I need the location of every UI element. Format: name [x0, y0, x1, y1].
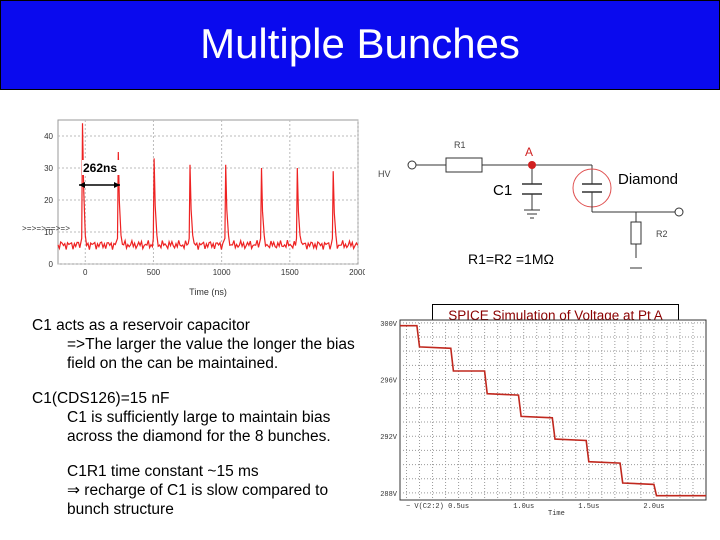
pulse-ticks: 0 500 1000 1500 2000 40 30 20 10 0 [44, 132, 365, 277]
r1-label: R1 [454, 140, 466, 150]
diamond-label: Diamond [618, 171, 678, 188]
text-line-8: ⇒ recharge of C1 is slow compared to [32, 481, 377, 500]
c1-label: C1 [493, 182, 512, 199]
pulse-x-tick-label: 1000 [213, 268, 231, 277]
node-a-dot [528, 161, 536, 169]
text-line-9: bunch structure [67, 501, 174, 518]
r1-resistor [445, 157, 483, 173]
pulse-y-tick-label: 10 [44, 228, 53, 237]
spice-y-tick-label: 292V [380, 434, 398, 442]
resistor-equation: R1=R2 =1MΩ [468, 251, 554, 267]
text-line-5: C1 is sufficiently large to maintain bia… [67, 409, 331, 426]
title-bar [0, 0, 720, 90]
hv-label: HV [378, 169, 391, 179]
pulse-plot-frame [57, 119, 359, 265]
pulse-x-tick-label: 1500 [281, 268, 299, 277]
output-terminal [674, 207, 684, 217]
annotation-bg [82, 160, 122, 175]
left-note: >=>=>==>=> [22, 225, 70, 234]
pulse-plot: 0 500 1000 1500 2000 40 30 20 10 0 262ns >=>=>==>… [22, 119, 365, 297]
spacing-arrow-left-head [79, 182, 85, 188]
pulse-x-axis-title: Time (ns) [189, 287, 227, 297]
text-line-3: field on the can be maintained. [67, 355, 279, 372]
text-line-6: across the diamond for the 8 bunches. [67, 428, 331, 445]
pulse-series-line [57, 123, 359, 251]
spice-x-tick-label: 1.5us [578, 503, 599, 511]
pulse-y-tick-label: 20 [44, 196, 53, 205]
r2-resistor [630, 221, 642, 245]
spice-grid [400, 320, 706, 500]
slide-title: Multiple Bunches [200, 20, 520, 67]
hv-terminal [407, 160, 417, 170]
pulse-x-tick-label: 0 [83, 268, 88, 277]
circuit-diagram: A R1 HV C1 Diamond R2 R1=R2 =1MΩ [378, 140, 684, 269]
spice-x-tick-label: 1.0us [513, 503, 534, 511]
spacing-annotation: 262ns [83, 161, 117, 175]
pulse-y-tick-label: 0 [49, 260, 54, 269]
text-line-2: =>The larger the value the longer the bi… [67, 336, 355, 353]
spice-y-tick-label: 296V [380, 378, 398, 386]
spice-x-tick-label: 2.0us [643, 503, 664, 511]
pulse-x-tick-label: 500 [147, 268, 161, 277]
spice-x-axis-title: Time [548, 510, 565, 518]
text-block: C1 acts as a reservoir capacitor =>The l… [32, 316, 377, 519]
pulse-grid [58, 120, 359, 265]
text-line-1: C1 acts as a reservoir capacitor [32, 317, 250, 334]
pulse-y-tick-label: 40 [44, 132, 53, 141]
text-line-7: C1R1 time constant ~15 ms [67, 463, 259, 480]
spice-x-tick-label: 0.5us [448, 503, 469, 511]
text-line-8-text: recharge of C1 is slow compared to [80, 482, 329, 499]
spacing-arrow-right-head [114, 182, 120, 188]
r2-label: R2 [656, 229, 668, 239]
implies-symbol: ⇒ [67, 482, 80, 499]
spice-plot: 300V 296V 292V 288V 0.5us 1.0us 1.5us 2.0us − V… [380, 319, 707, 518]
spice-legend: − V(C2:2) [406, 503, 444, 511]
pulse-y-tick-label: 30 [44, 164, 53, 173]
pulse-x-tick-label: 2000 [349, 268, 365, 277]
text-line-4: C1(CDS126)=15 nF [32, 390, 170, 407]
spice-series-line [400, 324, 706, 497]
spice-y-tick-label: 288V [380, 491, 398, 499]
node-a-label: A [525, 145, 533, 159]
spice-y-tick-label: 300V [380, 321, 398, 329]
spice-ticks: 300V 296V 292V 288V 0.5us 1.0us 1.5us 2.0us [380, 321, 664, 511]
